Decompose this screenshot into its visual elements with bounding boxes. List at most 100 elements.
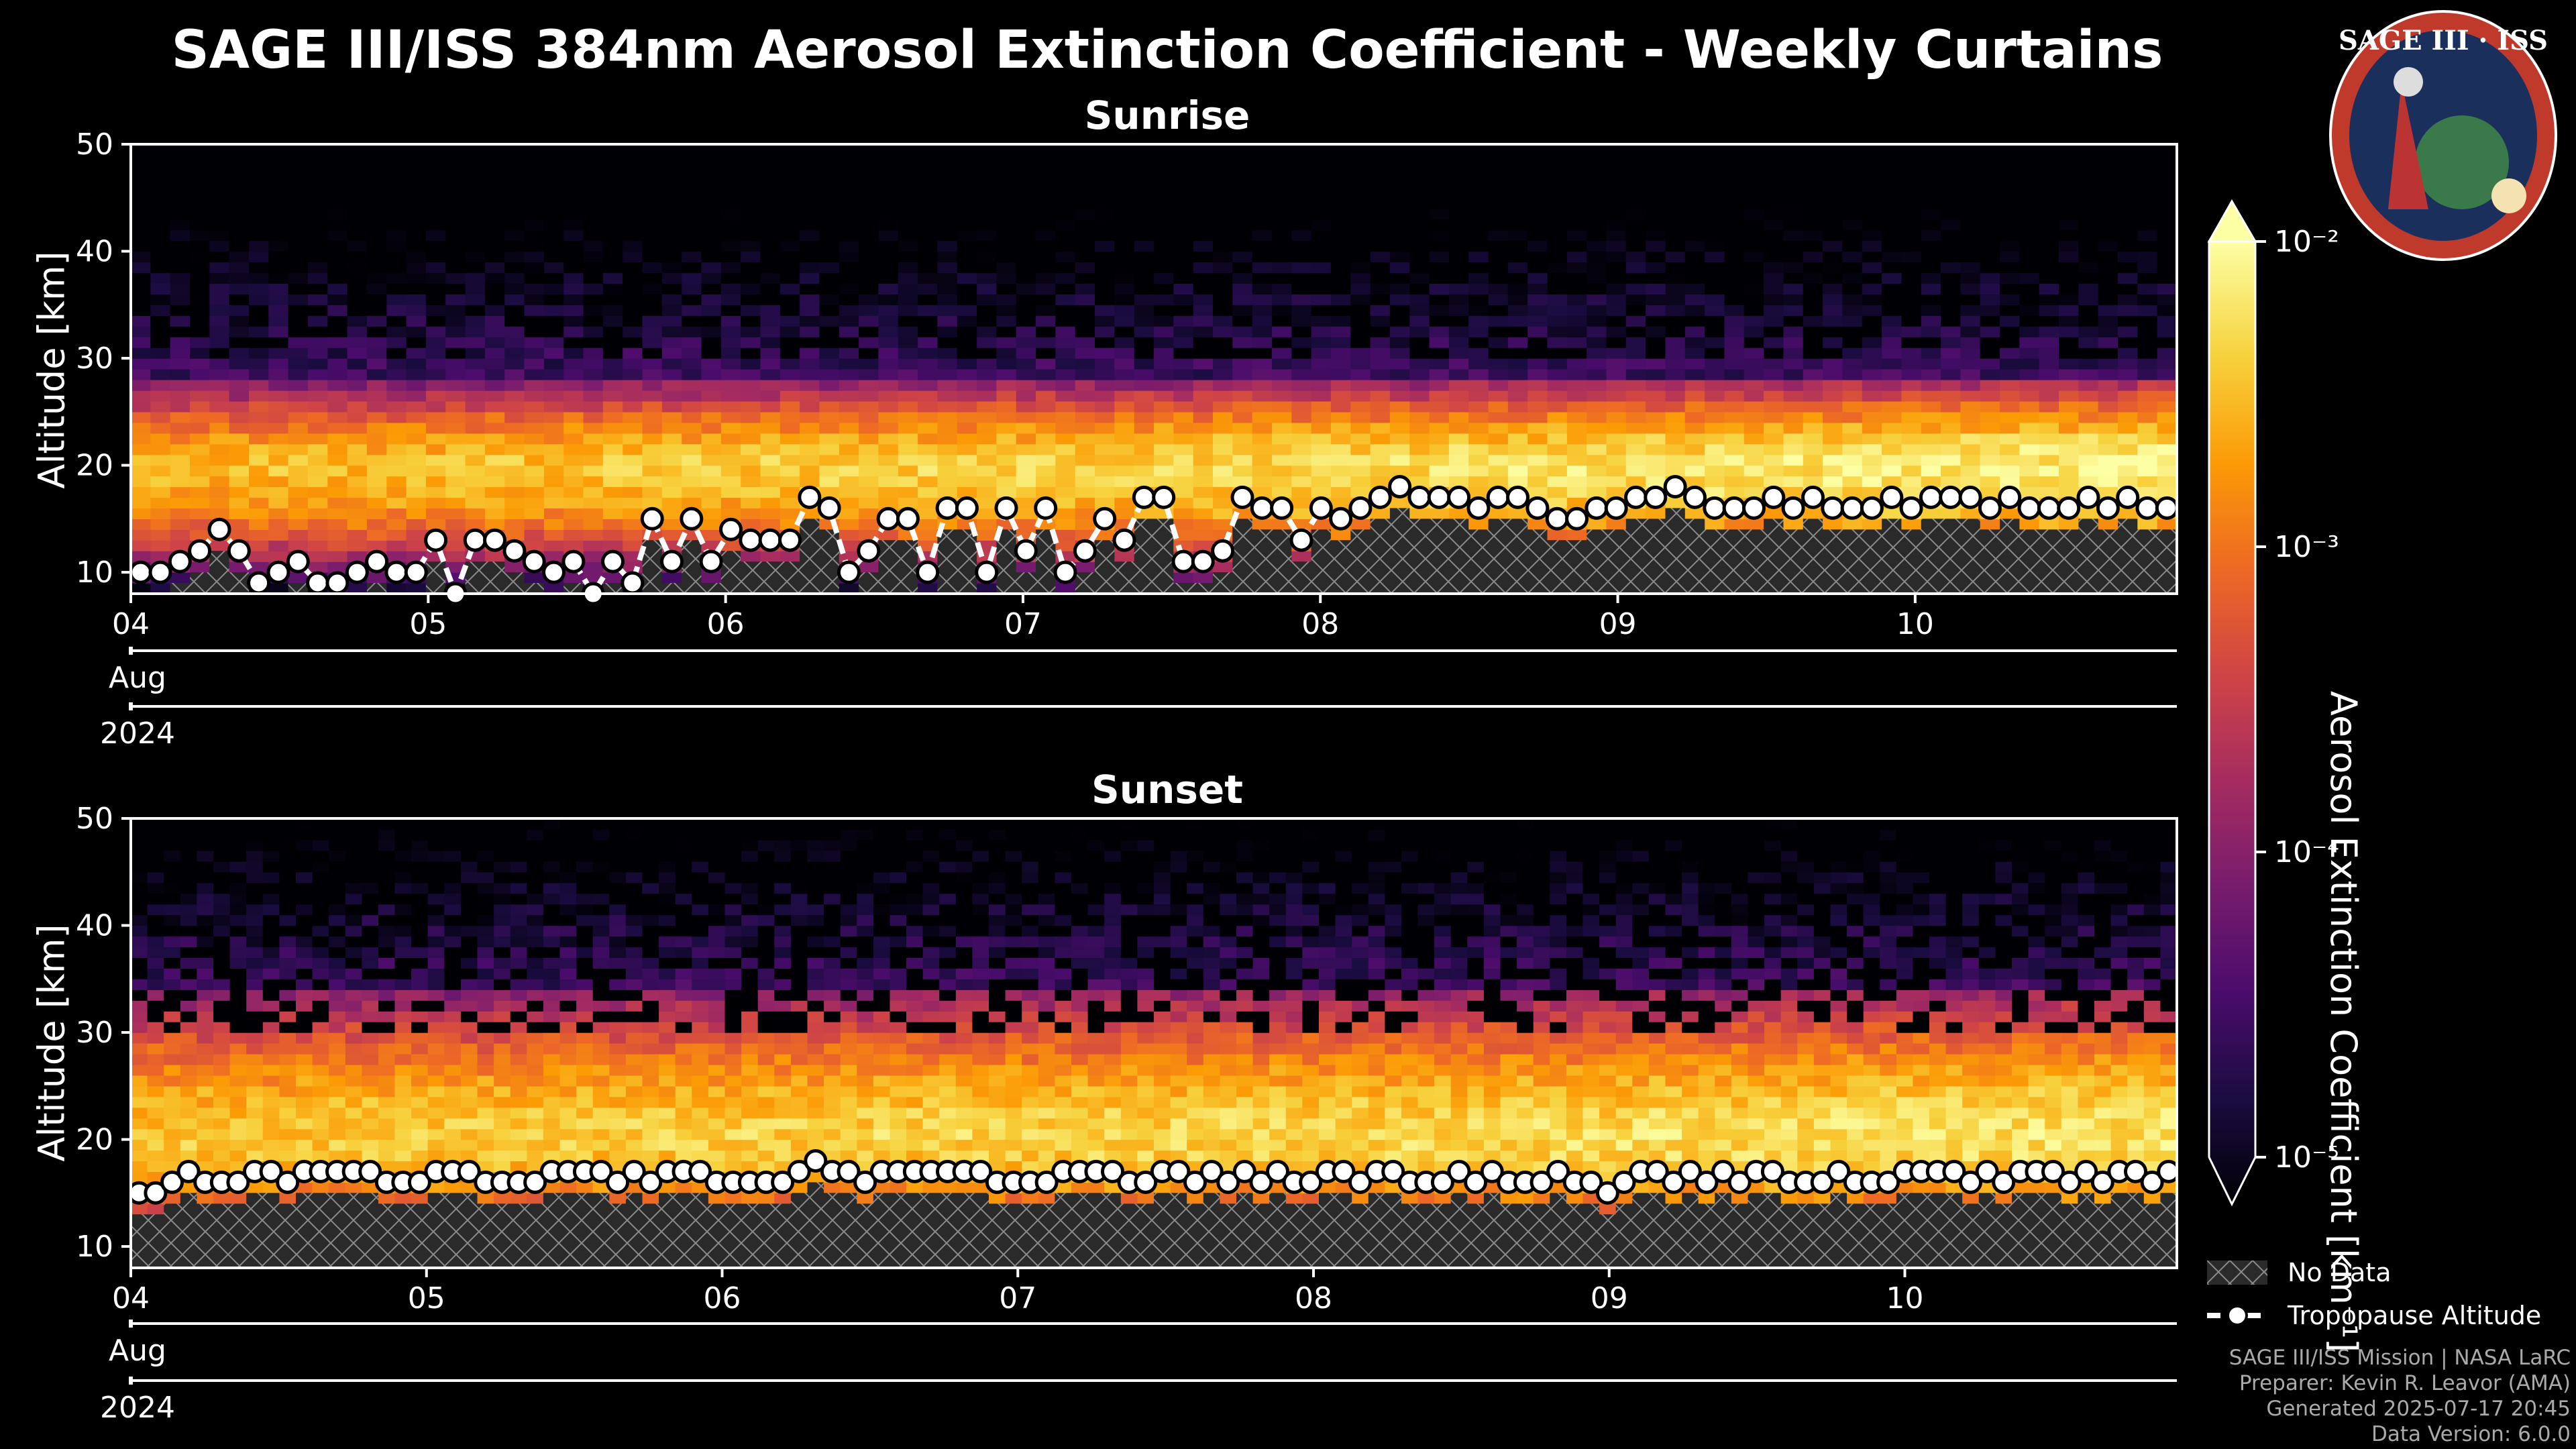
- heatmap-cell: [180, 1096, 197, 1108]
- heatmap-cell: [427, 925, 445, 937]
- tropopause-point: [502, 539, 527, 563]
- heatmap-cell: [1173, 347, 1194, 359]
- heatmap-cell: [190, 176, 210, 188]
- heatmap-cell: [1803, 229, 1823, 241]
- y-tick-label: 10: [76, 555, 113, 590]
- heatmap-cell: [682, 186, 702, 199]
- heatmap-cell: [1350, 519, 1371, 530]
- heatmap-cell: [1960, 219, 1981, 231]
- heatmap-cell: [996, 347, 1017, 359]
- heatmap-cell: [1921, 294, 1941, 305]
- heatmap-cell: [1330, 486, 1351, 498]
- heatmap-cell: [150, 529, 171, 541]
- heatmap-cell: [819, 369, 840, 380]
- heatmap-cell: [878, 443, 899, 455]
- heatmap-cell: [190, 486, 210, 498]
- heatmap-cell: [524, 176, 545, 188]
- heatmap-cell: [2039, 315, 2059, 327]
- heatmap-cell: [1016, 315, 1036, 327]
- heatmap-cell: [1114, 454, 1135, 466]
- heatmap-cell: [996, 240, 1017, 252]
- heatmap-cell: [180, 936, 197, 948]
- heatmap-cell: [1429, 229, 1450, 241]
- heatmap-cell: [347, 283, 368, 294]
- heatmap-cell: [780, 443, 800, 455]
- heatmap-cell: [484, 358, 505, 370]
- heatmap-cell: [1252, 326, 1273, 337]
- heatmap-cell: [1095, 337, 1115, 348]
- heatmap-cell: [1036, 315, 1056, 327]
- heatmap-cell: [2039, 400, 2059, 413]
- heatmap-cell: [504, 294, 525, 305]
- no-data-hatch: [213, 1203, 231, 1268]
- heatmap-cell: [741, 551, 761, 562]
- heatmap-cell: [1036, 144, 1056, 156]
- heatmap-cell: [1823, 400, 1843, 413]
- heatmap-cell: [720, 283, 741, 294]
- heatmap-cell: [1350, 400, 1371, 413]
- heatmap-cell: [2019, 411, 2040, 423]
- heatmap-cell: [602, 219, 623, 231]
- heatmap-cell: [524, 155, 545, 166]
- heatmap-cell: [937, 240, 958, 252]
- heatmap-cell: [642, 358, 663, 370]
- heatmap-cell: [1665, 497, 1686, 508]
- heatmap-cell: [425, 186, 446, 199]
- heatmap-cell: [1448, 433, 1469, 445]
- heatmap-cell: [2137, 465, 2158, 477]
- heatmap-cell: [327, 486, 348, 498]
- heatmap-cell: [460, 1075, 478, 1087]
- heatmap-cell: [362, 989, 379, 1001]
- heatmap-cell: [1134, 443, 1155, 455]
- heatmap-cell: [131, 165, 151, 177]
- heatmap-cell: [1311, 519, 1332, 530]
- heatmap-cell: [2157, 155, 2178, 166]
- heatmap-cell: [131, 508, 151, 519]
- heatmap-cell: [839, 497, 859, 508]
- heatmap-cell: [329, 1118, 346, 1130]
- heatmap-cell: [1743, 165, 1764, 177]
- heatmap-cell: [1448, 208, 1469, 220]
- heatmap-cell: [131, 422, 151, 434]
- heatmap-cell: [2000, 476, 2020, 488]
- heatmap-cell: [1901, 272, 1922, 284]
- heatmap-cell: [642, 229, 663, 241]
- heatmap-cell: [411, 871, 429, 883]
- heatmap-cell: [1882, 240, 1902, 252]
- heatmap-cell: [366, 497, 387, 508]
- heatmap-cell: [839, 486, 859, 498]
- heatmap-cell: [150, 251, 171, 263]
- heatmap-cell: [1291, 294, 1312, 305]
- heatmap-cell: [623, 347, 643, 359]
- heatmap-cell: [327, 433, 348, 445]
- heatmap-cell: [477, 968, 494, 979]
- heatmap-cell: [1193, 208, 1214, 220]
- heatmap-cell: [131, 1011, 148, 1022]
- heatmap-cell: [701, 219, 722, 231]
- heatmap-cell: [1016, 272, 1036, 284]
- heatmap-cell: [780, 411, 800, 423]
- heatmap-cell: [583, 186, 604, 199]
- heatmap-cell: [937, 294, 958, 305]
- heatmap-cell: [2078, 465, 2099, 477]
- heatmap-cell: [131, 283, 151, 294]
- heatmap-cell: [411, 1096, 429, 1108]
- heatmap-cell: [898, 144, 918, 156]
- heatmap-cell: [249, 240, 269, 252]
- heatmap-cell: [1095, 411, 1115, 423]
- heatmap-cell: [229, 979, 247, 990]
- heatmap-cell: [1134, 476, 1155, 488]
- heatmap-cell: [661, 380, 682, 391]
- heatmap-cell: [296, 925, 313, 937]
- heatmap-cell: [661, 529, 682, 541]
- heatmap-cell: [898, 465, 918, 477]
- heatmap-cell: [197, 871, 214, 883]
- heatmap-cell: [1036, 283, 1056, 294]
- heatmap-cell: [296, 936, 313, 948]
- heatmap-cell: [131, 861, 148, 873]
- heatmap-cell: [1901, 358, 1922, 370]
- heatmap-cell: [1705, 358, 1725, 370]
- heatmap-cell: [1842, 369, 1863, 380]
- heatmap-cell: [445, 358, 466, 370]
- heatmap-cell: [329, 1011, 346, 1022]
